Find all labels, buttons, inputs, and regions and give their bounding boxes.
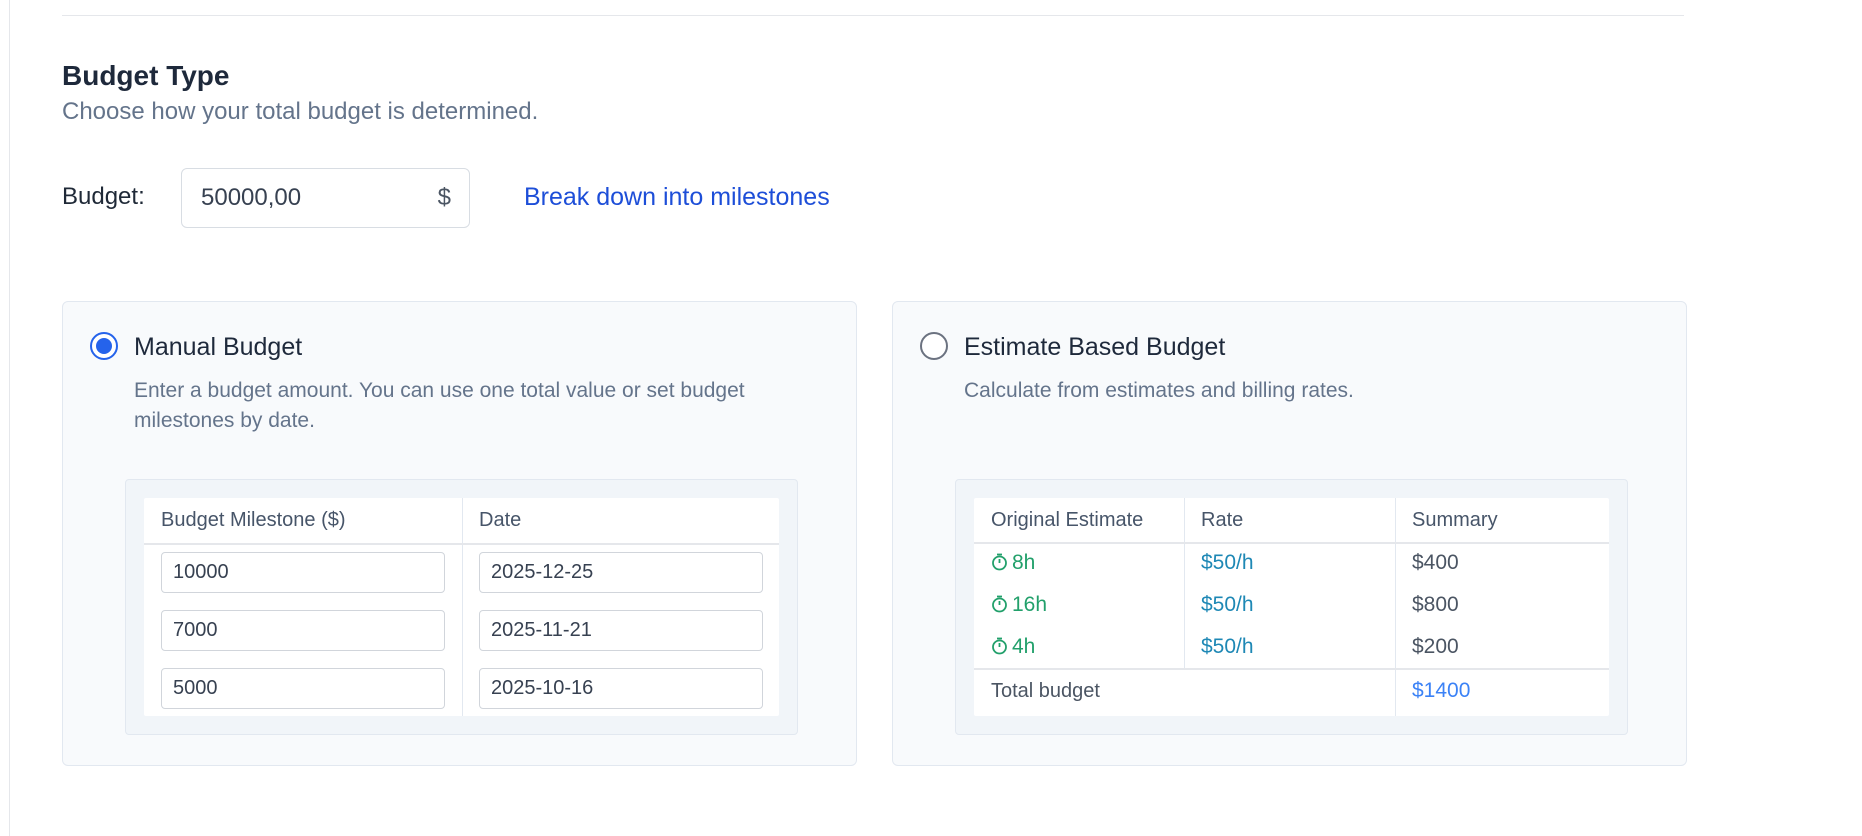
column-divider (1184, 498, 1185, 668)
manual-budget-preview: Budget Milestone ($) Date 10000 2025-12-… (125, 479, 798, 735)
budget-label: Budget: (62, 183, 145, 210)
header-date: Date (479, 509, 522, 531)
manual-budget-title: Manual Budget (134, 333, 303, 361)
milestone-amount-field: 7000 (161, 610, 445, 651)
estimate-value: 16h (1012, 593, 1048, 616)
milestone-amount-field: 10000 (161, 552, 445, 593)
left-border (9, 0, 10, 836)
section-divider (62, 15, 1684, 16)
estimate-based-budget-radio[interactable] (920, 332, 948, 360)
rate-cell: $50/h (1201, 551, 1254, 574)
column-divider (1395, 498, 1396, 716)
rate-cell: $50/h (1201, 635, 1254, 658)
estimate-cell: 16h (991, 593, 1047, 617)
estimate-table: Original Estimate Rate Summary 8h $50/h … (974, 498, 1609, 716)
header-divider (144, 543, 779, 545)
header-summary: Summary (1412, 509, 1498, 531)
stopwatch-icon (992, 595, 1007, 613)
header-budget-milestone: Budget Milestone ($) (161, 509, 346, 531)
stopwatch-icon (992, 553, 1007, 571)
estimate-cell: 4h (991, 635, 1035, 659)
estimate-based-budget-option[interactable]: Estimate Based Budget Calculate from est… (892, 301, 1687, 766)
section-subtitle: Choose how your total budget is determin… (62, 98, 539, 125)
milestone-amount-field: 5000 (161, 668, 445, 709)
manual-budget-option[interactable]: Manual Budget Enter a budget amount. You… (62, 301, 857, 766)
estimate-budget-preview: Original Estimate Rate Summary 8h $50/h … (955, 479, 1628, 735)
total-budget-value: $1400 (1412, 679, 1471, 702)
milestone-date-field: 2025-12-25 (479, 552, 763, 593)
milestone-date-field: 2025-11-21 (479, 610, 763, 651)
manual-budget-description: Enter a budget amount. You can use one t… (134, 379, 745, 432)
estimate-based-budget-title: Estimate Based Budget (964, 333, 1226, 361)
milestones-table: Budget Milestone ($) Date 10000 2025-12-… (144, 498, 779, 716)
budget-input[interactable] (201, 184, 438, 212)
rate-cell: $50/h (1201, 593, 1254, 616)
summary-cell: $800 (1412, 593, 1459, 616)
break-down-milestones-link[interactable]: Break down into milestones (524, 183, 830, 211)
summary-cell: $200 (1412, 635, 1459, 658)
header-original-estimate: Original Estimate (991, 509, 1144, 531)
estimate-based-budget-description: Calculate from estimates and billing rat… (964, 379, 1354, 402)
total-budget-label: Total budget (991, 680, 1100, 702)
total-divider (974, 668, 1609, 670)
section-title: Budget Type (62, 60, 230, 91)
estimate-value: 8h (1012, 551, 1036, 574)
budget-field[interactable]: $ (181, 168, 470, 228)
stopwatch-icon (992, 637, 1007, 655)
milestone-date-field: 2025-10-16 (479, 668, 763, 709)
estimate-cell: 8h (991, 551, 1035, 575)
estimate-value: 4h (1012, 635, 1036, 658)
currency-symbol: $ (437, 184, 451, 211)
summary-cell: $400 (1412, 551, 1459, 574)
column-divider (462, 498, 463, 716)
header-divider (974, 542, 1609, 544)
header-rate: Rate (1201, 509, 1244, 531)
manual-budget-radio[interactable] (90, 332, 118, 360)
